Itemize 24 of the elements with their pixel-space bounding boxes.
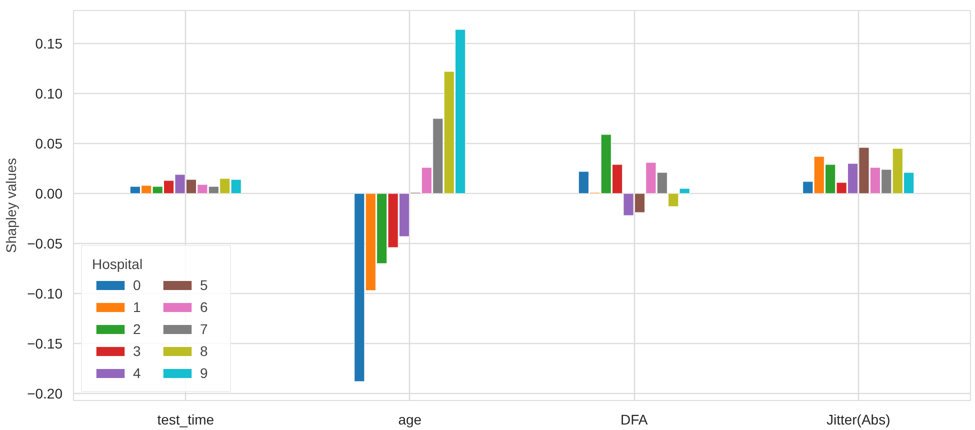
- legend-label: 7: [200, 321, 209, 337]
- y-tick-label: 0.10: [35, 86, 63, 102]
- y-tick-label: 0.15: [35, 36, 63, 52]
- legend-label: 1: [133, 299, 142, 315]
- y-tick-label: −0.10: [27, 286, 63, 302]
- x-tick-label: test_time: [157, 412, 214, 428]
- legend-label: 3: [133, 343, 142, 359]
- x-tick-label: DFA: [620, 412, 648, 428]
- legend-label: 4: [133, 365, 142, 381]
- y-tick-label: 0.05: [35, 136, 63, 152]
- legend-title: Hospital: [92, 256, 144, 272]
- y-tick-label: −0.20: [27, 386, 63, 402]
- legend-label: 5: [200, 277, 209, 293]
- x-tick-label: Jitter(Abs): [826, 412, 890, 428]
- y-axis-title: Shapley values: [3, 158, 20, 253]
- legend-label: 2: [133, 321, 142, 337]
- x-tick-label: age: [398, 412, 422, 428]
- legend-label: 0: [133, 277, 142, 293]
- y-tick-label: −0.05: [27, 236, 63, 252]
- legend-label: 9: [200, 365, 209, 381]
- y-tick-label: 0.00: [35, 186, 63, 202]
- legend-label: 6: [200, 299, 209, 315]
- legend-label: 8: [200, 343, 209, 359]
- y-tick-label: −0.15: [27, 336, 63, 352]
